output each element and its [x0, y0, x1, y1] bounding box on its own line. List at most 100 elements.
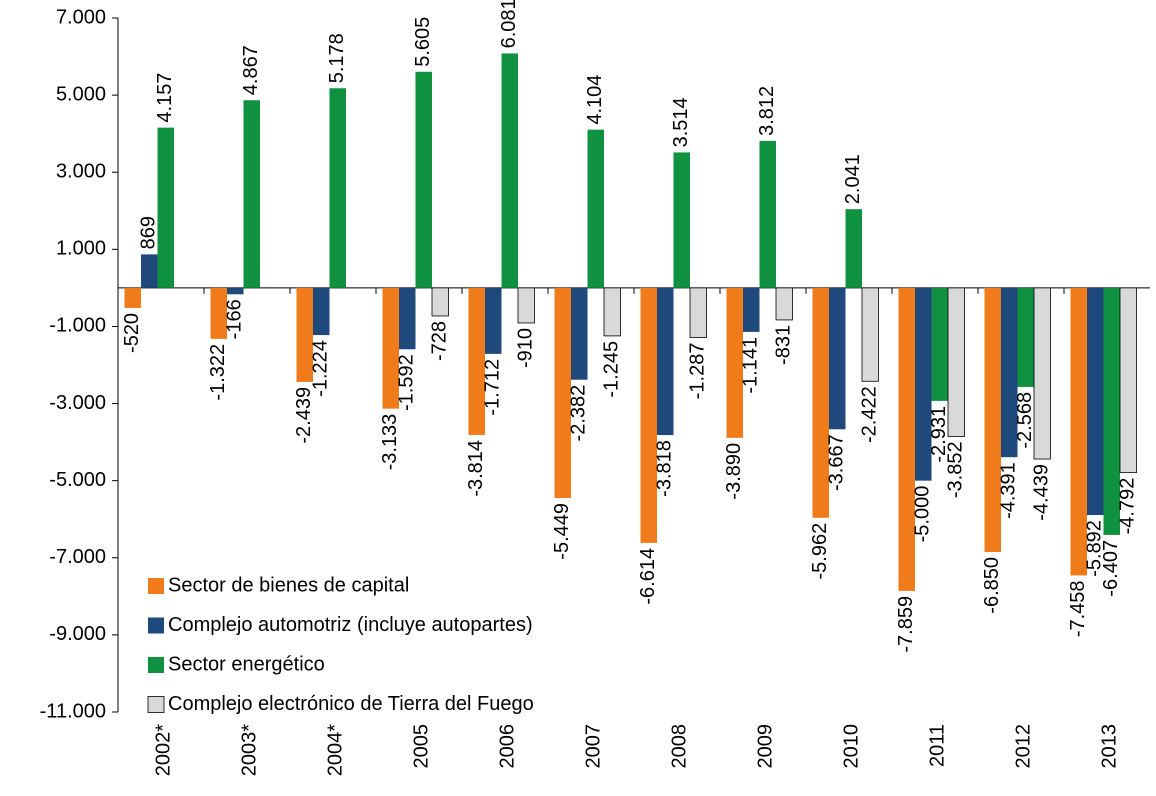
bar — [947, 287, 965, 437]
value-label: -1.245 — [601, 341, 623, 398]
value-label: -1.141 — [740, 337, 762, 394]
bar — [640, 287, 657, 543]
bar — [296, 287, 313, 382]
legend-label: Complejo electrónico de Tierra del Fuego — [168, 693, 534, 715]
value-label: -2.931 — [928, 406, 950, 463]
y-tick-label: 3.000 — [56, 161, 106, 183]
x-tick-label: 2007 — [582, 724, 604, 769]
y-tick-label: -5.000 — [49, 469, 106, 491]
x-tick-label: 2009 — [754, 724, 776, 769]
y-tick-label: 7.000 — [56, 6, 106, 28]
bar — [743, 287, 760, 332]
x-tick-label: 2003* — [238, 724, 260, 776]
bar — [775, 287, 793, 321]
bar — [313, 287, 330, 336]
value-label: -728 — [429, 321, 451, 361]
bar — [898, 287, 915, 591]
bar — [382, 287, 399, 409]
value-label: -3.667 — [826, 434, 848, 491]
value-label: -1.592 — [396, 354, 418, 411]
legend-label: Sector energético — [168, 653, 325, 675]
y-tick-label: -1.000 — [49, 315, 106, 337]
legend-swatch — [148, 578, 164, 594]
bar — [915, 287, 932, 481]
y-tick-label: -7.000 — [49, 546, 106, 568]
bar — [689, 287, 707, 338]
bar — [1033, 287, 1051, 460]
value-label: -2.422 — [859, 386, 881, 443]
x-tick-label: 2005 — [410, 724, 432, 769]
value-label: -4.792 — [1117, 478, 1139, 535]
bar — [587, 129, 604, 288]
bar — [673, 152, 690, 288]
bar — [829, 287, 846, 430]
y-tick-label: -3.000 — [49, 392, 106, 414]
value-label: 4.157 — [154, 73, 176, 123]
legend-label: Sector de bienes de capital — [168, 574, 409, 596]
bar — [1017, 287, 1034, 387]
value-label: 5.178 — [326, 33, 348, 83]
bar — [984, 287, 1001, 552]
y-tick-label: 1.000 — [56, 238, 106, 260]
bar — [210, 287, 227, 339]
x-tick-label: 2002* — [152, 724, 174, 776]
bar — [1103, 287, 1120, 535]
value-label: -2.439 — [293, 387, 315, 444]
value-label: -3.814 — [465, 440, 487, 497]
value-label: -2.382 — [568, 385, 590, 442]
value-label: -6.614 — [637, 548, 659, 605]
value-label: 3.514 — [670, 97, 692, 147]
value-label: -910 — [515, 328, 537, 368]
value-label: -3.890 — [723, 443, 745, 500]
bar — [124, 287, 141, 308]
bar — [517, 287, 535, 324]
value-label: 869 — [138, 216, 160, 249]
value-label: -166 — [224, 299, 246, 339]
bar — [931, 287, 948, 401]
value-label: -3.818 — [654, 440, 676, 497]
x-tick-label: 2010 — [840, 724, 862, 769]
y-tick-label: -9.000 — [49, 623, 106, 645]
bar — [861, 287, 879, 382]
bar — [485, 287, 502, 354]
legend-label: Complejo automotriz (incluye autopartes) — [168, 614, 533, 636]
value-label: -1.224 — [310, 340, 332, 397]
value-label: -831 — [773, 325, 795, 365]
bar — [845, 209, 862, 288]
value-label: -2.568 — [1014, 392, 1036, 449]
legend-swatch — [148, 657, 164, 673]
value-label: 2.041 — [842, 154, 864, 204]
bar — [1001, 287, 1018, 458]
bar — [1070, 287, 1087, 576]
bar — [141, 254, 158, 288]
bar — [1087, 287, 1104, 516]
bar — [759, 140, 776, 288]
bar — [657, 287, 674, 436]
value-label: -1.322 — [207, 344, 229, 401]
bar — [157, 127, 174, 288]
bar — [571, 287, 588, 380]
value-label: -5.962 — [809, 523, 831, 580]
value-label: -5.000 — [912, 486, 934, 543]
value-label: 5.605 — [412, 17, 434, 67]
y-tick-label: -11.000 — [40, 700, 106, 722]
bar — [501, 53, 518, 288]
x-tick-label: 2004* — [324, 724, 346, 776]
x-tick-label: 2008 — [668, 724, 690, 769]
value-label: -7.859 — [895, 596, 917, 653]
bar — [726, 287, 743, 438]
value-label: -4.439 — [1031, 464, 1053, 521]
value-label: 6.081 — [498, 0, 520, 48]
value-label: -520 — [121, 313, 143, 353]
value-label: 4.867 — [240, 45, 262, 95]
value-label: -4.391 — [998, 462, 1020, 519]
bar — [227, 287, 244, 295]
value-label: -3.133 — [379, 414, 401, 471]
value-label: -7.458 — [1067, 580, 1089, 637]
legend-swatch — [148, 617, 164, 634]
bar — [329, 88, 346, 288]
value-label: 3.812 — [756, 86, 778, 136]
value-label: -6.850 — [981, 557, 1003, 614]
bar — [399, 287, 416, 350]
